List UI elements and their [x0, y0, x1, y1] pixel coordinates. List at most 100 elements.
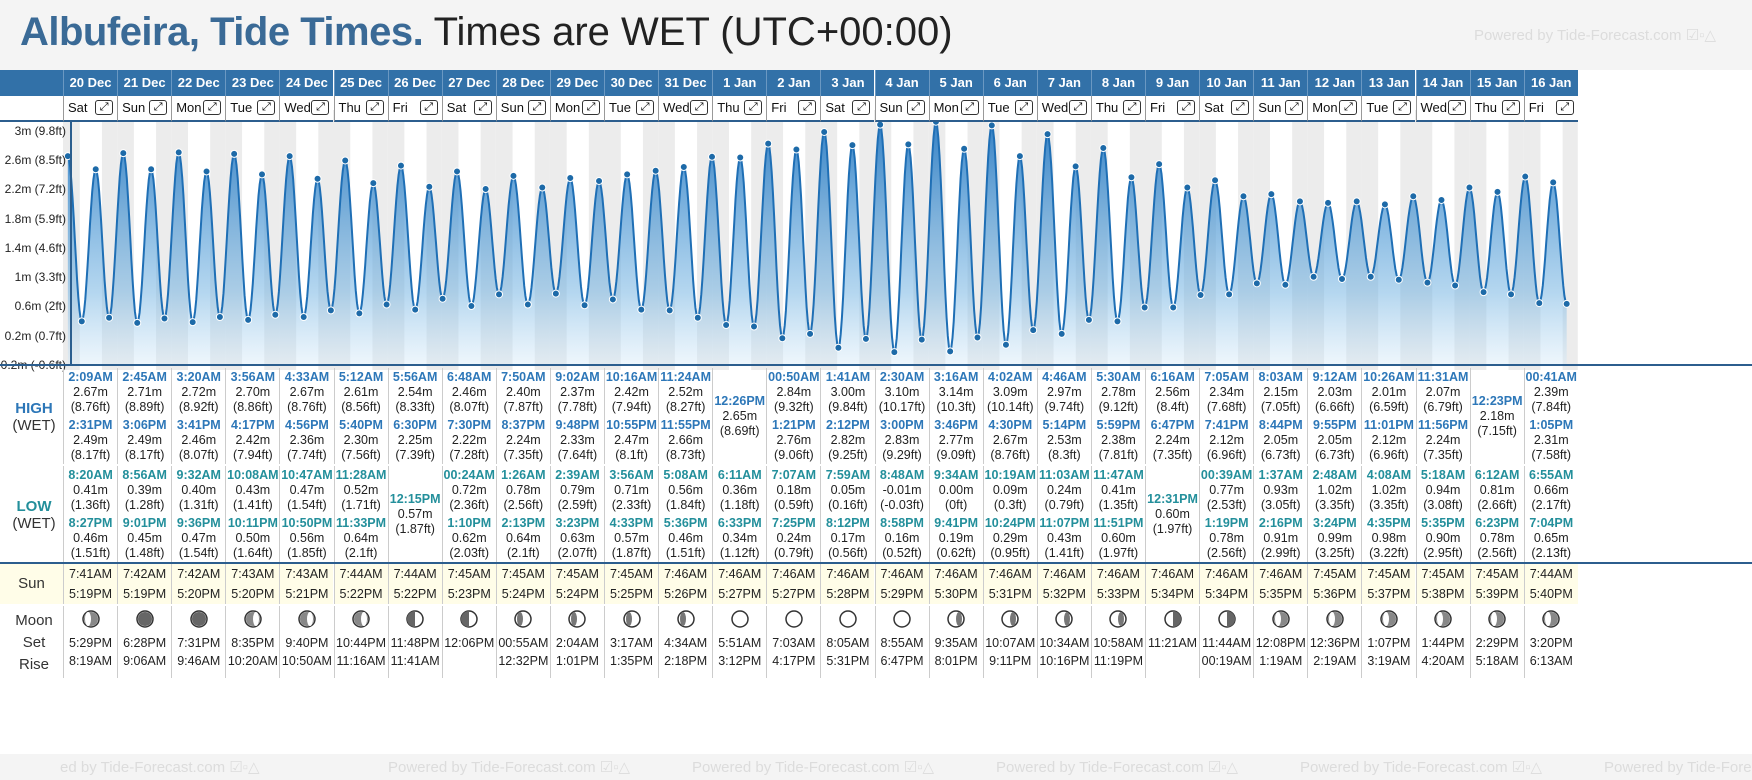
tide-point: [551, 289, 560, 298]
expand-icon[interactable]: ⤢: [1231, 100, 1250, 115]
low-height-ft: (-0.03ft): [880, 497, 924, 512]
low-height-m: 0.05m: [830, 482, 866, 497]
expand-icon[interactable]: ⤢: [95, 100, 114, 115]
low-tide-entry: 3:24PM 0.99m (3.25ft): [1308, 516, 1361, 561]
moonrise-time: 3:12PM: [718, 654, 762, 668]
high-height-ft: (7.94ft): [611, 399, 652, 414]
low-time: 2:13PM: [501, 515, 546, 530]
expand-icon[interactable]: ⤢: [690, 100, 709, 115]
expand-icon[interactable]: ⤢: [581, 100, 600, 115]
tide-point: [1140, 303, 1149, 312]
expand-icon[interactable]: ⤢: [1447, 100, 1466, 115]
expand-icon[interactable]: ⤢: [1285, 100, 1304, 115]
expand-icon[interactable]: ⤢: [1393, 100, 1412, 115]
high-tide-entry: 6:16AM 2.56m (8.4ft): [1146, 370, 1199, 415]
low-height-ft: (3.35ft): [1315, 497, 1355, 512]
high-time: 10:26AM: [1363, 369, 1415, 384]
tide-point: [792, 145, 801, 154]
expand-icon[interactable]: ⤢: [636, 100, 655, 115]
sunrise-time: 7:45AM: [555, 567, 599, 581]
expand-icon[interactable]: ⤢: [149, 100, 168, 115]
low-tide-entry: 11:28AM 0.52m (1.71ft): [335, 468, 388, 513]
high-tide-entry: 11:31AM 2.07m (6.79ft): [1417, 370, 1470, 415]
high-time: 2:12PM: [826, 417, 870, 432]
low-height-m: 0.60m: [1101, 530, 1136, 545]
low-tide-entry: 3:23PM 0.63m (2.07ft): [551, 516, 604, 561]
expand-icon[interactable]: ⤢: [1014, 100, 1033, 115]
expand-icon[interactable]: ⤢: [473, 100, 492, 115]
low-tide-entry: 3:56AM 0.71m (2.33ft): [605, 468, 658, 513]
footer-watermark: Powered by Tide-Forecast.com ☑▫△: [1604, 759, 1752, 776]
expand-icon[interactable]: ⤢: [1501, 100, 1520, 115]
tide-point: [904, 140, 913, 149]
high-time: 6:30PM: [393, 417, 438, 432]
sunset-time: 5:26PM: [664, 587, 708, 601]
low-height-m: 0.57m: [614, 530, 649, 545]
weekday-label: Mon: [933, 100, 959, 115]
expand-icon[interactable]: ⤢: [257, 100, 276, 115]
weekday-header: Thu ⤢: [333, 96, 388, 122]
low-height-m: 0.71m: [614, 482, 649, 497]
low-height-m: 0.65m: [1533, 530, 1569, 545]
expand-icon[interactable]: ⤢: [960, 100, 979, 115]
low-height-ft: (2.56ft): [503, 497, 544, 512]
high-tide-entry: 8:44PM 2.05m (6.73ft): [1254, 418, 1307, 463]
low-height-ft: (0.79ft): [1044, 497, 1085, 512]
moon-cell: 10:07AM 9:11PM: [982, 606, 1037, 678]
low-height-m: 0.50m: [235, 530, 271, 545]
expand-icon[interactable]: ⤢: [419, 100, 438, 115]
high-height-m: 2.25m: [397, 432, 433, 447]
low-height-m: 0.36m: [722, 482, 758, 497]
weekday-header: Fri ⤢: [1145, 96, 1200, 122]
moonrise-label: Rise: [18, 656, 49, 673]
low-height-ft: (1.64ft): [233, 545, 273, 560]
expand-icon[interactable]: ⤢: [203, 100, 222, 115]
low-height-m: 0.56m: [289, 530, 325, 545]
sunrise-time: 7:46AM: [826, 567, 870, 581]
weekday-label: Fri: [1150, 100, 1166, 115]
low-tide-entry: 8:48AM -0.01m (-0.03ft): [876, 468, 929, 513]
moonset-time: 00:55AM: [498, 636, 549, 650]
tide-point: [806, 329, 815, 338]
expand-icon[interactable]: ⤢: [1555, 100, 1574, 115]
weekday-label: Mon: [176, 100, 202, 115]
high-height-ft: (8.07ft): [449, 399, 490, 414]
date-header: 11 Jan: [1253, 70, 1308, 96]
high-cell: 9:02AM 2.37m (7.78ft) 9:48PM 2.33m (7.64ft): [549, 368, 604, 464]
header-corner: [0, 70, 63, 96]
tide-point: [1309, 272, 1318, 281]
tide-point: [890, 348, 899, 357]
low-tide-entry: 11:33PM 0.64m (2.1ft): [335, 516, 388, 561]
low-time: 11:33PM: [336, 515, 387, 530]
sun-cell: 7:46AM 5:35PM: [1253, 564, 1308, 604]
moon-cell: 12:08PM 1:19AM: [1253, 606, 1307, 678]
low-height-m: 0.77m: [1209, 482, 1245, 497]
waxing-gibbous-moon-icon: [676, 610, 695, 628]
low-height-ft: (2.56ft): [1206, 545, 1247, 560]
low-height-ft: (2.17ft): [1531, 497, 1572, 512]
tide-point: [285, 152, 294, 161]
expand-icon[interactable]: ⤢: [527, 100, 546, 115]
low-height-ft: (2.53ft): [1206, 497, 1247, 512]
high-height-ft: (9.29ft): [882, 447, 922, 462]
expand-icon[interactable]: ⤢: [852, 100, 871, 115]
moon-cell: 9:40PM 10:50AM: [279, 606, 333, 678]
sunrise-time: 7:45AM: [610, 567, 654, 581]
expand-icon[interactable]: ⤢: [798, 100, 817, 115]
expand-icon[interactable]: ⤢: [311, 100, 330, 115]
sunset-time: 5:30PM: [934, 587, 978, 601]
expand-icon[interactable]: ⤢: [1339, 100, 1358, 115]
date-header: 3 Jan: [820, 70, 875, 96]
weekday-label: Sat: [68, 100, 88, 115]
low-cell: 8:20AM 0.41m (1.36ft) 8:27PM 0.46m (1.51ft): [63, 466, 117, 562]
expand-icon[interactable]: ⤢: [744, 100, 763, 115]
high-height-m: 2.54m: [397, 384, 433, 399]
sunset-time: 5:21PM: [285, 587, 329, 601]
high-height-m: 2.37m: [560, 384, 595, 399]
low-height-m: 0.78m: [505, 482, 541, 497]
expand-icon[interactable]: ⤢: [365, 100, 384, 115]
expand-icon[interactable]: ⤢: [1177, 100, 1196, 115]
expand-icon[interactable]: ⤢: [1122, 100, 1141, 115]
expand-icon[interactable]: ⤢: [1068, 100, 1087, 115]
expand-icon[interactable]: ⤢: [906, 100, 925, 115]
